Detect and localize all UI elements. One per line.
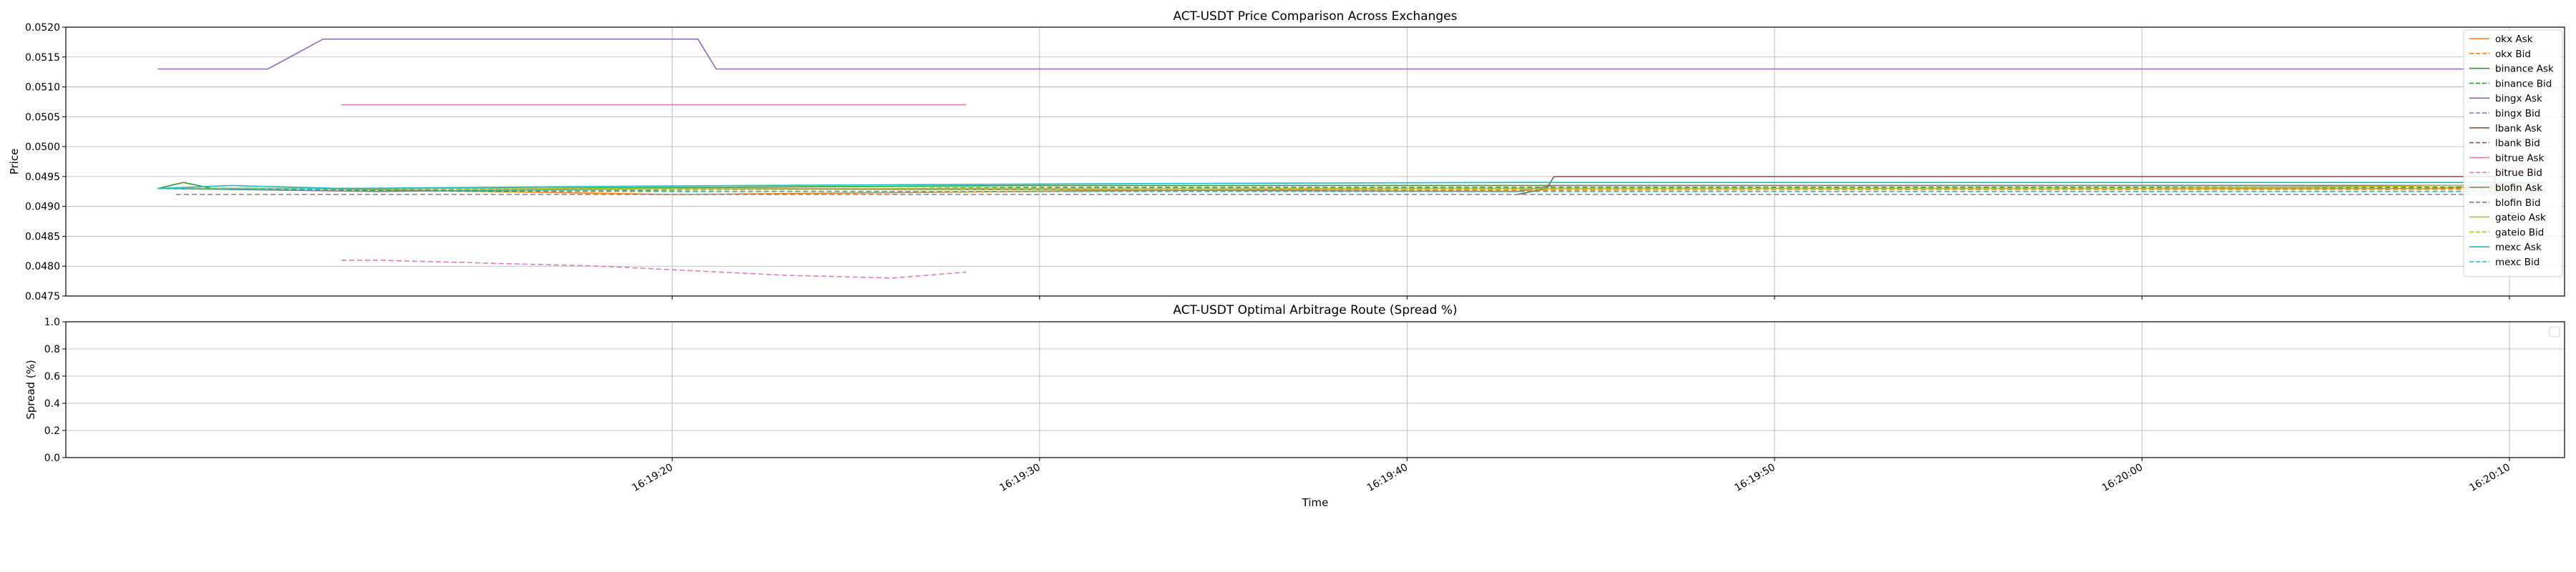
legend-label-blofin-ask: blofin Ask xyxy=(2495,182,2542,194)
price-y-axis-label: Price xyxy=(8,149,21,175)
legend-label-binance-ask: binance Ask xyxy=(2495,64,2554,75)
legend-label-gateio-ask: gateio Ask xyxy=(2495,212,2546,224)
price-y-tick-label: 0.0515 xyxy=(25,52,60,64)
legend-label-bitrue-bid: bitrue Bid xyxy=(2495,167,2542,179)
price-y-tick-label: 0.0480 xyxy=(25,261,60,272)
price-x-ticks xyxy=(671,296,2510,300)
legend-label-blofin-bid: blofin Bid xyxy=(2495,197,2541,209)
price-legend: okx Ask okx Bid binance Ask binance Bid bing… xyxy=(2463,29,2563,277)
price-chart: ACT-USDT Price Comparison Across Exchang… xyxy=(8,9,2565,302)
spread-plot-frame xyxy=(65,321,2565,458)
legend-label-lbank-ask: lbank Ask xyxy=(2495,123,2542,134)
price-y-tick-label: 0.0485 xyxy=(25,231,60,242)
spread-x-axis-label: Time xyxy=(1302,496,1329,509)
price-y-ticks: 0.0475 0.0480 0.0485 0.0490 0.0495 0.0500 0.05… xyxy=(25,22,66,302)
price-y-tick-label: 0.0500 xyxy=(25,142,60,153)
spread-y-tick-label: 1.0 xyxy=(44,317,60,328)
price-y-tick-label: 0.0490 xyxy=(25,202,60,213)
price-chart-title: ACT-USDT Price Comparison Across Exchang… xyxy=(1173,9,1457,24)
spread-legend-box xyxy=(2549,326,2560,337)
spread-chart-title: ACT-USDT Optimal Arbitrage Route (Spread… xyxy=(1173,303,1457,317)
spread-y-tick-label: 0.0 xyxy=(44,453,60,464)
series-line-bingx-ask xyxy=(157,38,2547,70)
spread-x-gridlines xyxy=(671,322,2510,458)
spread-y-axis-label: Spread (%) xyxy=(24,360,37,420)
price-y-tick-label: 0.0520 xyxy=(25,22,60,34)
series-line-bitrue-bid xyxy=(341,260,967,279)
legend-label-lbank-bid: lbank Bid xyxy=(2495,138,2540,149)
legend-label-okx-ask: okx Ask xyxy=(2495,34,2533,45)
price-y-tick-label: 0.0510 xyxy=(25,82,60,94)
spread-y-tick-label: 0.4 xyxy=(44,398,60,410)
legend-label-bingx-ask: bingx Ask xyxy=(2495,93,2542,104)
legend-label-binance-bid: binance Bid xyxy=(2495,78,2552,89)
legend-label-okx-bid: okx Bid xyxy=(2495,49,2531,60)
spread-y-tick-label: 0.6 xyxy=(44,371,60,383)
price-legend-box xyxy=(2463,29,2563,277)
legend-label-bitrue-ask: bitrue Ask xyxy=(2495,152,2545,164)
series-line-mexc-bid xyxy=(157,187,2547,192)
spread-y-ticks: 0.0 0.2 0.4 0.6 0.8 1.0 xyxy=(44,317,66,464)
legend-label-gateio-bid: gateio Bid xyxy=(2495,227,2544,238)
series-line-gateio-bid xyxy=(157,187,2547,191)
price-y-tick-label: 0.0475 xyxy=(25,291,60,302)
spread-y-tick-label: 0.2 xyxy=(44,425,60,437)
price-plot-frame xyxy=(65,26,2565,297)
legend-label-mexc-ask: mexc Ask xyxy=(2495,242,2542,253)
spread-y-tick-label: 0.8 xyxy=(44,344,60,355)
price-y-tick-label: 0.0505 xyxy=(25,112,60,123)
legend-label-bingx-bid: bingx Bid xyxy=(2495,108,2540,119)
price-y-tick-label: 0.0495 xyxy=(25,172,60,183)
series-line-mexc-ask xyxy=(157,182,2547,189)
legend-label-mexc-bid: mexc Bid xyxy=(2495,257,2540,268)
